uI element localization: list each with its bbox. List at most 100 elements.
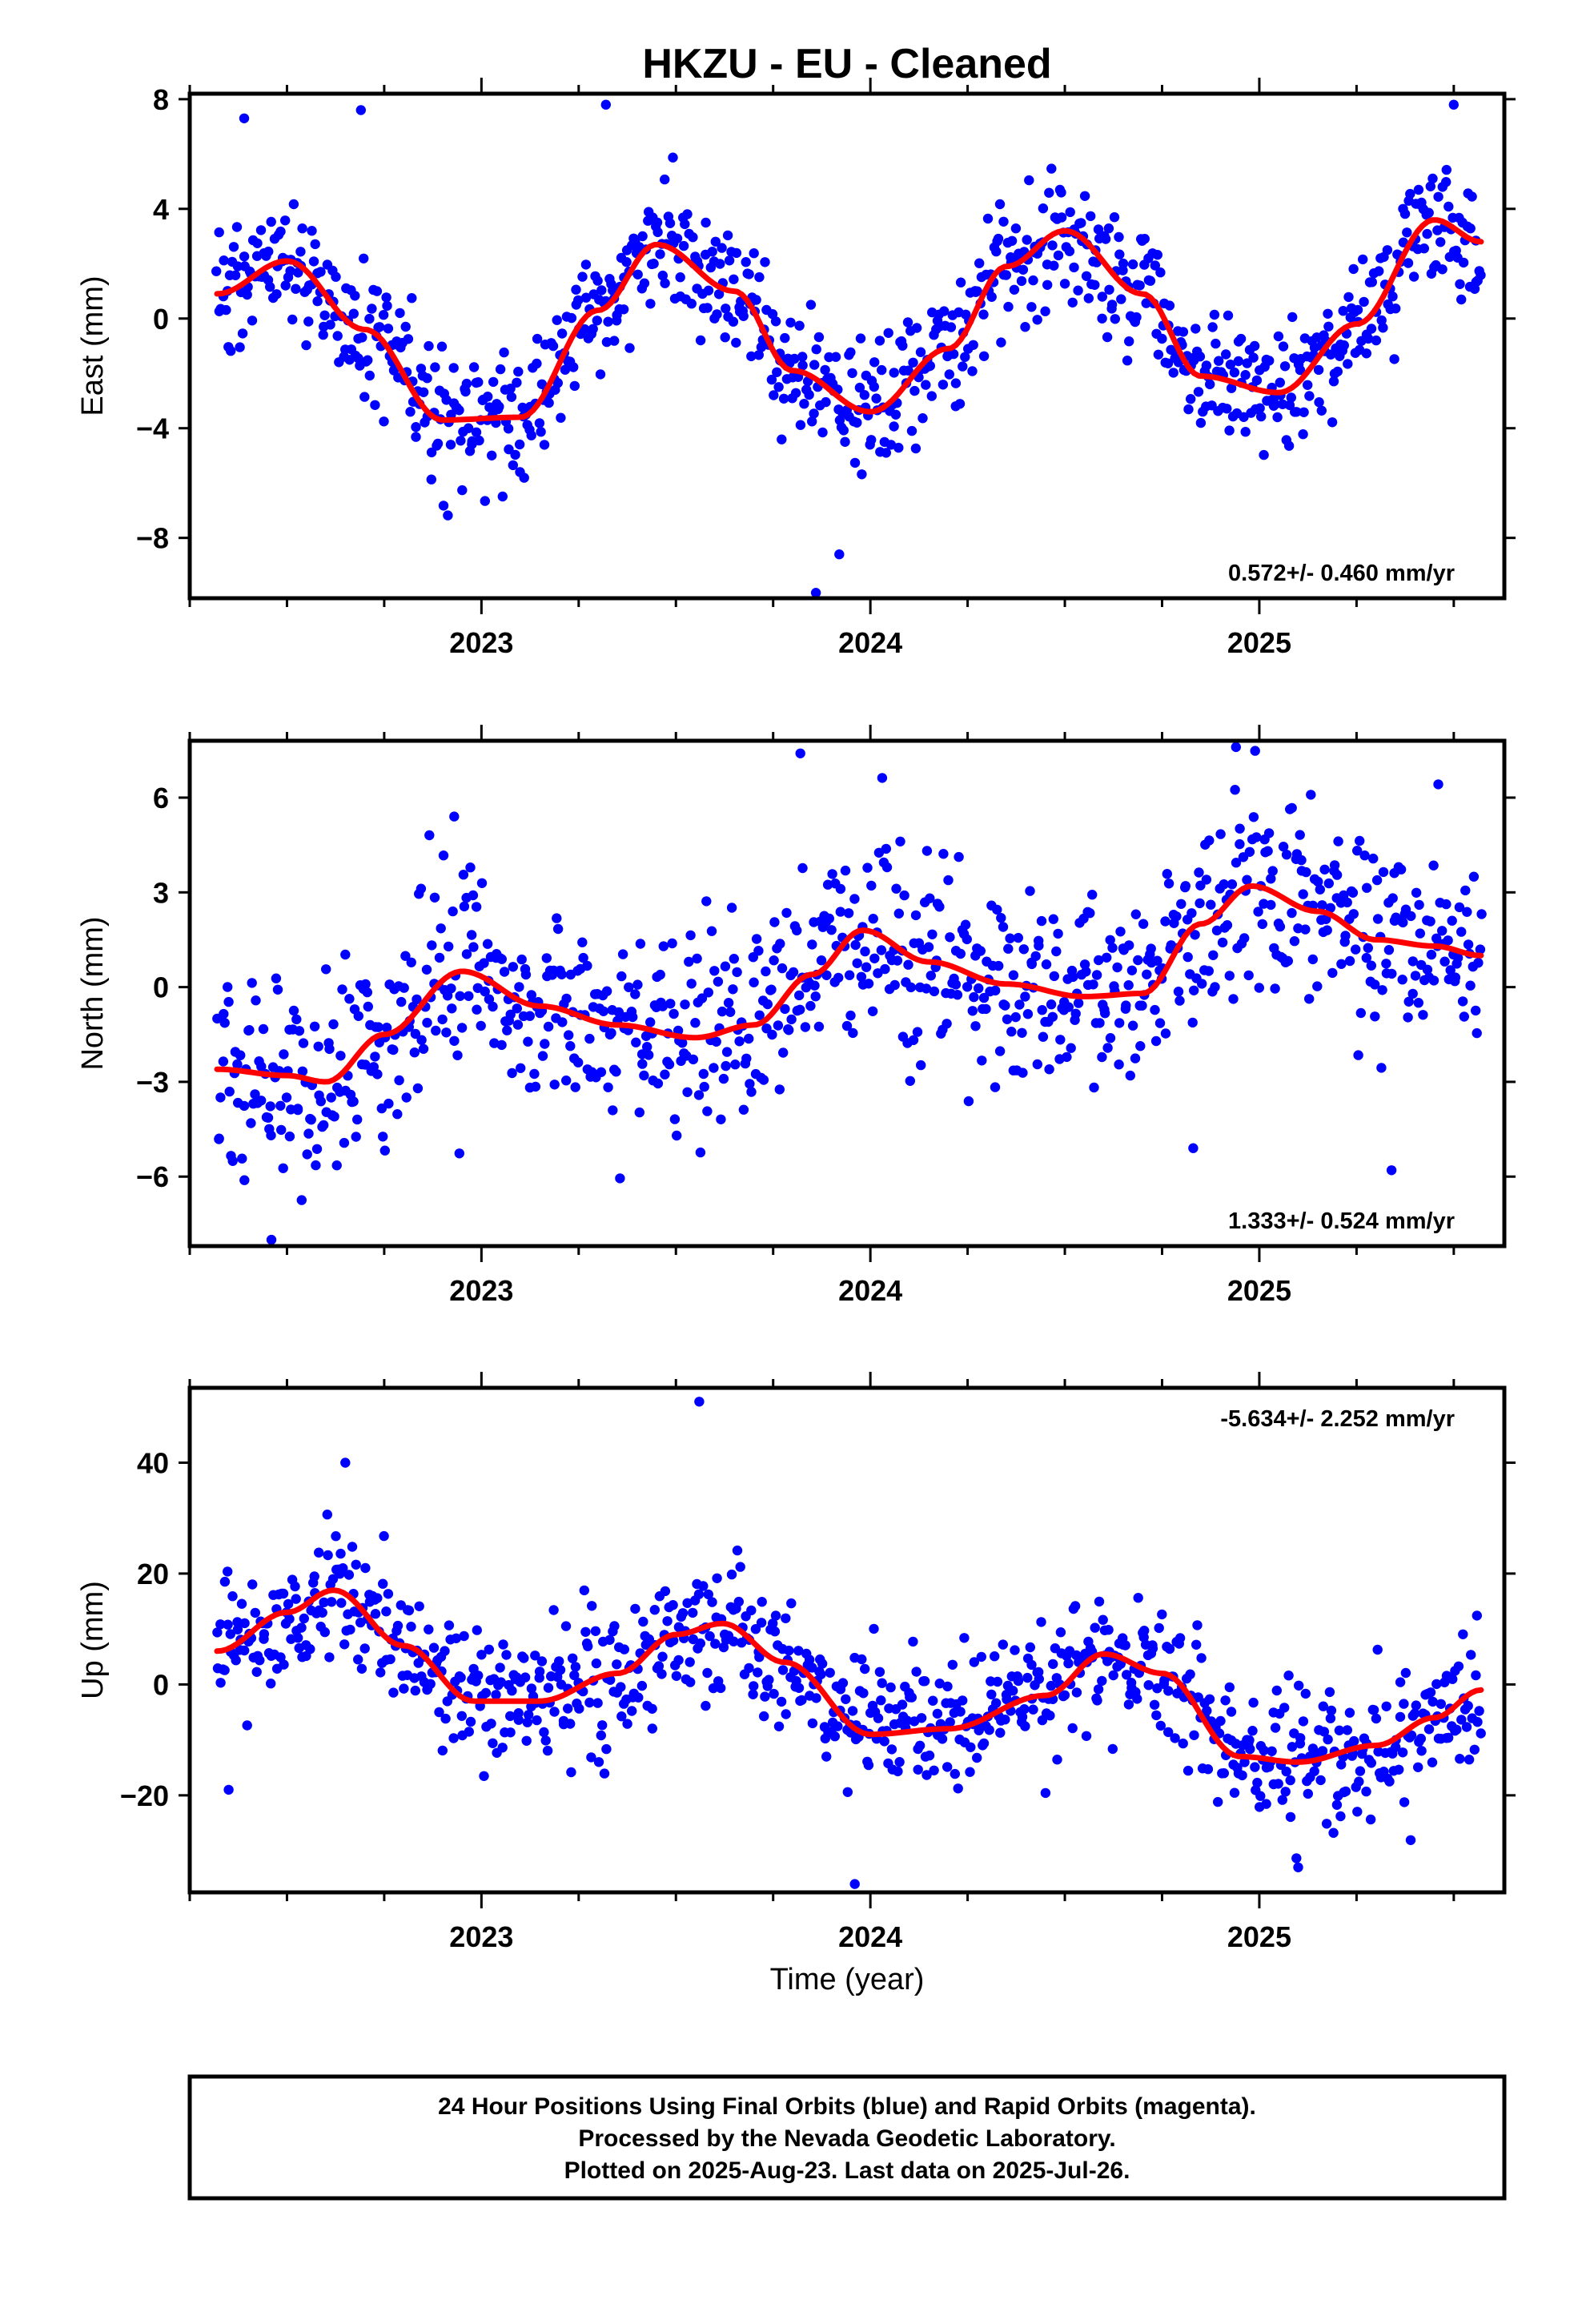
data-point — [548, 340, 559, 352]
data-point — [424, 830, 435, 841]
data-point — [1067, 297, 1078, 308]
data-point — [790, 388, 801, 398]
data-point — [484, 994, 495, 1004]
data-point — [1049, 260, 1059, 271]
data-point — [1120, 1640, 1130, 1651]
data-point — [926, 391, 938, 401]
y-tick-label: −20 — [120, 1779, 169, 1812]
data-point — [297, 223, 307, 234]
x-axis-label: Time (year) — [770, 1963, 925, 1996]
data-point — [224, 1086, 235, 1097]
data-point — [817, 427, 828, 438]
data-point — [861, 962, 872, 972]
data-point — [452, 1050, 463, 1061]
data-point — [499, 967, 510, 977]
data-point — [1453, 1661, 1464, 1671]
data-point — [637, 1059, 648, 1069]
data-point — [894, 1757, 905, 1767]
data-point — [744, 1033, 754, 1044]
data-point — [786, 1598, 797, 1609]
data-point — [1371, 335, 1382, 346]
data-point — [399, 983, 409, 993]
data-point — [1326, 1705, 1337, 1716]
data-point — [512, 1003, 522, 1014]
data-point — [1034, 1674, 1045, 1684]
data-point — [288, 1005, 299, 1016]
data-point — [816, 1669, 826, 1680]
data-point — [1211, 925, 1223, 936]
data-point — [635, 939, 646, 949]
data-point — [1397, 975, 1407, 985]
data-point — [279, 1049, 289, 1059]
data-point — [1456, 1715, 1467, 1725]
data-point — [565, 1041, 576, 1051]
data-point — [682, 1598, 693, 1609]
data-point — [360, 1562, 371, 1574]
data-point — [1103, 1625, 1114, 1635]
data-point — [347, 1542, 358, 1552]
data-point — [285, 266, 295, 276]
data-point — [560, 364, 571, 375]
data-point — [698, 1068, 709, 1080]
data-point — [247, 316, 258, 326]
data-point — [1121, 1000, 1131, 1011]
data-point — [1044, 187, 1054, 198]
data-point — [910, 443, 921, 454]
data-point — [1133, 955, 1143, 966]
data-point — [609, 1621, 620, 1631]
data-point — [760, 257, 770, 267]
data-point — [495, 1663, 505, 1673]
data-point — [331, 1531, 341, 1542]
data-point — [1147, 1643, 1158, 1654]
data-point — [1197, 979, 1207, 989]
data-point — [507, 1068, 517, 1079]
data-point — [645, 1017, 656, 1027]
data-point — [512, 377, 522, 388]
data-point — [388, 1044, 399, 1055]
data-point — [652, 227, 663, 238]
data-point — [860, 1663, 870, 1675]
data-point — [1254, 983, 1265, 993]
data-point — [331, 1160, 342, 1171]
data-point — [319, 1120, 329, 1131]
data-point — [1090, 1622, 1100, 1633]
data-point — [1248, 352, 1259, 363]
data-point — [383, 1589, 394, 1599]
data-point — [379, 416, 389, 427]
data-point — [230, 270, 241, 280]
data-point — [331, 271, 341, 282]
data-point — [1006, 235, 1018, 246]
data-point — [715, 259, 725, 269]
data-point — [890, 409, 901, 420]
data-point — [1069, 262, 1079, 273]
data-point — [370, 1051, 380, 1062]
data-point — [833, 1721, 843, 1731]
data-point — [363, 355, 373, 365]
data-point — [1005, 933, 1015, 943]
data-point — [1273, 331, 1284, 342]
data-point — [624, 982, 634, 993]
data-point — [1315, 884, 1326, 895]
data-point — [686, 979, 697, 989]
data-point — [1319, 1727, 1330, 1737]
data-point — [800, 1022, 811, 1032]
data-point — [1020, 1721, 1030, 1731]
data-point — [912, 1027, 923, 1037]
data-point — [680, 219, 690, 230]
data-point — [1422, 228, 1432, 239]
data-point — [519, 1653, 529, 1663]
data-point — [1328, 376, 1339, 387]
data-point — [948, 348, 959, 360]
data-point — [955, 1707, 966, 1717]
data-point — [702, 1667, 713, 1679]
data-point — [1231, 742, 1242, 753]
data-point — [874, 1667, 885, 1677]
data-point — [1186, 908, 1197, 919]
data-point — [468, 942, 479, 952]
data-point — [1303, 380, 1313, 390]
data-point — [923, 942, 934, 952]
data-point — [1309, 1766, 1319, 1776]
data-point — [504, 444, 514, 455]
